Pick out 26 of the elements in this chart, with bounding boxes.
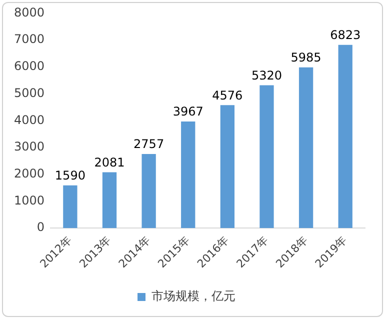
y-tick-label: 8000 [14,5,45,20]
y-tick-label: 1000 [14,193,45,208]
bar [338,44,352,228]
data-label: 3967 [172,104,204,119]
y-tick-label: 3000 [14,140,45,154]
bar [63,185,78,228]
bar [102,172,117,228]
legend-label: 市场规模，亿元 [152,289,236,304]
data-label: 1590 [54,168,86,183]
y-tick-label: 5000 [14,86,45,100]
bar [181,122,196,228]
data-label: 2757 [134,137,164,152]
y-tick-label: 6000 [14,59,45,74]
y-tick-label: 0 [36,220,45,234]
y-tick-label: 2000 [14,166,45,180]
y-tick-label: 7000 [14,32,45,46]
data-label: 6823 [330,28,361,42]
data-label: 5985 [290,50,322,64]
bar [220,105,234,228]
bar [298,67,314,228]
y-tick-label: 4000 [14,112,45,127]
data-label: 2081 [94,155,125,170]
bar [260,85,274,228]
data-label: 4576 [212,88,243,102]
data-label: 5320 [251,68,282,82]
bar [142,154,156,228]
